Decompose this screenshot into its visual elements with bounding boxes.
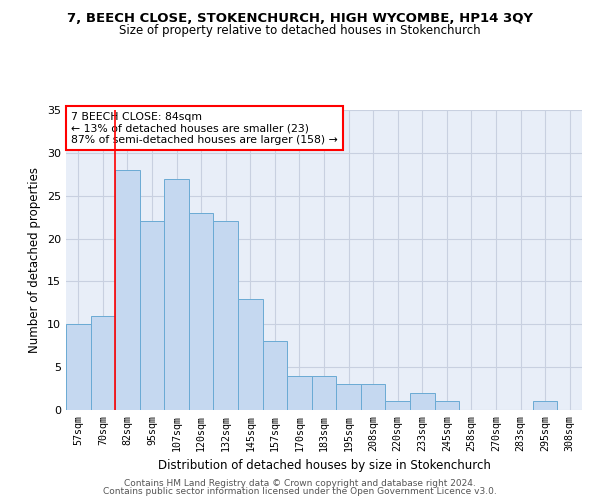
Bar (91, 316, 115, 410)
Bar (263, 342, 287, 410)
Bar (410, 393, 434, 410)
Bar (66, 324, 91, 410)
Text: 7, BEECH CLOSE, STOKENCHURCH, HIGH WYCOMBE, HP14 3QY: 7, BEECH CLOSE, STOKENCHURCH, HIGH WYCOM… (67, 12, 533, 26)
Bar (287, 376, 312, 410)
Bar (361, 384, 385, 410)
Bar (336, 384, 361, 410)
Bar (140, 222, 164, 410)
Text: Size of property relative to detached houses in Stokenchurch: Size of property relative to detached ho… (119, 24, 481, 37)
Bar (115, 170, 140, 410)
Y-axis label: Number of detached properties: Number of detached properties (28, 167, 41, 353)
Bar (434, 402, 459, 410)
Text: Contains public sector information licensed under the Open Government Licence v3: Contains public sector information licen… (103, 487, 497, 496)
Bar (164, 178, 189, 410)
Bar (312, 376, 336, 410)
Text: Contains HM Land Registry data © Crown copyright and database right 2024.: Contains HM Land Registry data © Crown c… (124, 478, 476, 488)
Bar (238, 298, 263, 410)
Bar (533, 402, 557, 410)
Text: 7 BEECH CLOSE: 84sqm
← 13% of detached houses are smaller (23)
87% of semi-detac: 7 BEECH CLOSE: 84sqm ← 13% of detached h… (71, 112, 338, 144)
X-axis label: Distribution of detached houses by size in Stokenchurch: Distribution of detached houses by size … (158, 459, 490, 472)
Bar (214, 222, 238, 410)
Bar (385, 402, 410, 410)
Bar (189, 213, 214, 410)
